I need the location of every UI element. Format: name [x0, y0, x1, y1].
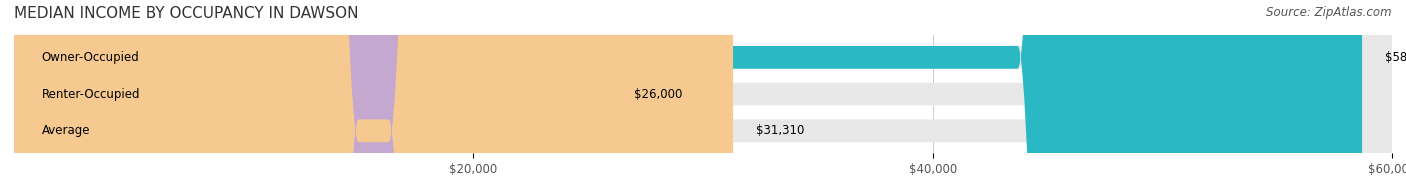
Text: Owner-Occupied: Owner-Occupied [42, 51, 139, 64]
Text: $58,700: $58,700 [1385, 51, 1406, 64]
Text: Source: ZipAtlas.com: Source: ZipAtlas.com [1267, 6, 1392, 19]
FancyBboxPatch shape [14, 0, 612, 196]
FancyBboxPatch shape [14, 0, 1392, 196]
Text: Average: Average [42, 124, 90, 137]
FancyBboxPatch shape [14, 0, 733, 196]
FancyBboxPatch shape [14, 0, 1392, 196]
FancyBboxPatch shape [14, 0, 1362, 196]
Text: Renter-Occupied: Renter-Occupied [42, 88, 141, 101]
FancyBboxPatch shape [14, 0, 1392, 196]
Text: $31,310: $31,310 [756, 124, 804, 137]
Text: MEDIAN INCOME BY OCCUPANCY IN DAWSON: MEDIAN INCOME BY OCCUPANCY IN DAWSON [14, 6, 359, 21]
Text: $26,000: $26,000 [634, 88, 682, 101]
